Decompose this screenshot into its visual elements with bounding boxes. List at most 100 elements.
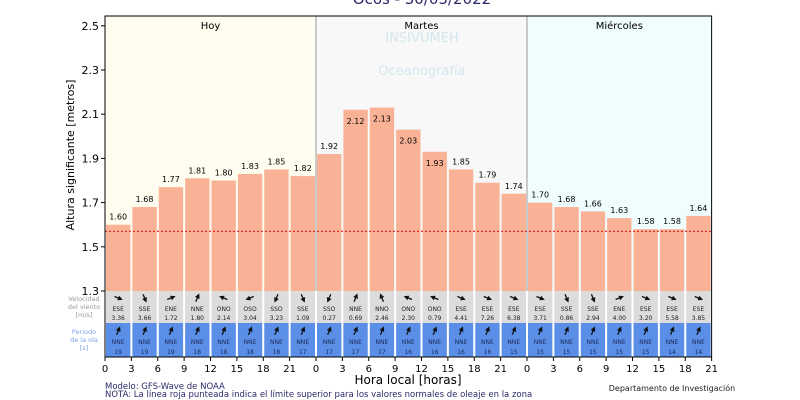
wave-direction-label: NNE [613, 339, 626, 346]
bar-value-label: 1.85 [268, 157, 286, 166]
x-tick-label: 3 [550, 364, 556, 375]
wave-direction-label: NNE [481, 339, 494, 346]
x-tick-label: 12 [204, 364, 217, 375]
wave-direction-arrow-icon [564, 326, 569, 335]
wind-direction-label: ENE [613, 306, 625, 313]
wind-speed-label: 1.09 [296, 315, 310, 322]
x-tick-label: 6 [155, 364, 161, 375]
wind-direction-arrow-icon [457, 295, 466, 301]
footer-department: Departamento de Investigación [609, 383, 735, 393]
wind-cell [659, 291, 685, 323]
bar-value-label: 1.63 [610, 206, 628, 215]
wave-period-label: 18 [273, 349, 281, 356]
watermark-insivumeh: INSIVUMEH [385, 31, 458, 46]
bar [211, 180, 236, 291]
bar [237, 173, 263, 291]
wave-period-label: 15 [536, 349, 544, 356]
bar [633, 229, 658, 291]
wind-direction-label: ESE [666, 306, 678, 313]
bar [106, 224, 131, 291]
wind-direction-label: ONO [401, 306, 415, 313]
x-tick-label: 3 [128, 364, 134, 375]
wind-cell [106, 291, 131, 323]
wind-direction-label: ESE [482, 306, 494, 313]
wind-direction-label: NNO [375, 306, 389, 313]
bar [686, 215, 711, 291]
wind-direction-arrow-icon [219, 295, 228, 301]
wind-direction-arrow-icon [142, 294, 147, 303]
wave-direction-arrow-icon [115, 326, 121, 335]
y-tick-label: 2.1 [82, 108, 100, 121]
wave-period-label: 15 [642, 349, 650, 356]
wind-direction-arrow-icon [326, 294, 332, 303]
bar-value-label: 1.70 [531, 191, 549, 200]
wave-direction-arrow-icon [274, 326, 279, 335]
x-tick-label: 9 [392, 364, 398, 375]
bar-value-label: 1.66 [584, 199, 602, 208]
wave-direction-arrow-icon [537, 326, 543, 335]
wind-direction-label: SSE [561, 306, 573, 313]
wave-direction-label: NNE [507, 339, 520, 346]
x-axis-label: Hora local [horas] [354, 373, 461, 387]
wind-speed-label: 3.36 [112, 315, 126, 322]
wind-direction-label: ESE [508, 306, 520, 313]
bar [343, 109, 368, 291]
wind-speed-label: 3.71 [534, 315, 548, 322]
wind-direction-arrow-icon [668, 295, 677, 301]
wave-period-label: 18 [193, 349, 201, 356]
bar-value-label: 1.80 [215, 169, 233, 178]
x-tick-label: 15 [231, 364, 244, 375]
wind-speed-label: 3.04 [243, 315, 257, 322]
bar-value-label: 1.68 [558, 195, 576, 204]
wind-speed-label: 5.58 [665, 315, 679, 322]
wave-direction-label: NNE [165, 339, 178, 346]
wind-direction-arrow-icon [509, 295, 519, 301]
wind-direction-label: SSE [139, 306, 151, 313]
wind-direction-arrow-icon [615, 295, 624, 301]
wave-direction-label: NNE [639, 339, 652, 346]
wind-speed-label: 1.72 [164, 315, 178, 322]
bar [580, 211, 606, 291]
wind-speed-label: 3.85 [692, 315, 706, 322]
bar [132, 207, 157, 291]
wind-direction-label: ONO [428, 306, 442, 313]
wave-direction-arrow-icon [353, 326, 358, 335]
wave-direction-arrow-icon [221, 326, 226, 335]
bar [290, 176, 315, 291]
wind-direction-arrow-icon [245, 295, 255, 301]
day-label: Hoy [201, 21, 221, 32]
bar [501, 193, 526, 291]
wave-period-label: 15 [589, 349, 597, 356]
wave-period-label: 17 [378, 349, 386, 356]
bar-value-label: 1.68 [136, 195, 154, 204]
y-axis-label: Altura significante [metros] [64, 80, 77, 231]
day-label: Martes [404, 21, 438, 32]
wave-period-label: 14 [695, 349, 703, 356]
wind-direction-label: ESE [693, 306, 705, 313]
row-label-wind: Velocidad del viento [m/s] [68, 295, 100, 319]
svg-text:[s]: [s] [80, 344, 88, 352]
wave-direction-label: NNE [534, 339, 547, 346]
wave-direction-label: NNE [323, 339, 336, 346]
x-tick-label: 0 [102, 364, 108, 375]
x-tick-label: 6 [577, 364, 583, 375]
wave-direction-arrow-icon [300, 326, 306, 335]
wave-direction-label: NNE [191, 339, 204, 346]
wind-speed-label: 0.27 [323, 315, 337, 322]
wind-speed-label: 2.94 [586, 315, 600, 322]
wave-period-label: 15 [563, 349, 571, 356]
bar [185, 178, 210, 291]
y-tick-label: 1.3 [82, 285, 100, 298]
y-tick-label: 1.9 [82, 152, 100, 165]
row-label-wave: Periodo de la ola [s] [70, 328, 98, 352]
wave-direction-arrow-icon [406, 326, 411, 335]
x-tick-label: 3 [339, 364, 345, 375]
wind-speed-label: 3.66 [138, 315, 152, 322]
wave-direction-label: NNE [112, 339, 125, 346]
bar-value-label: 2.03 [399, 137, 417, 146]
wind-direction-label: SSE [587, 306, 599, 313]
bar-value-label: 1.81 [188, 166, 206, 175]
x-tick-label: 0 [313, 364, 319, 375]
bar-value-label: 2.13 [373, 115, 391, 124]
